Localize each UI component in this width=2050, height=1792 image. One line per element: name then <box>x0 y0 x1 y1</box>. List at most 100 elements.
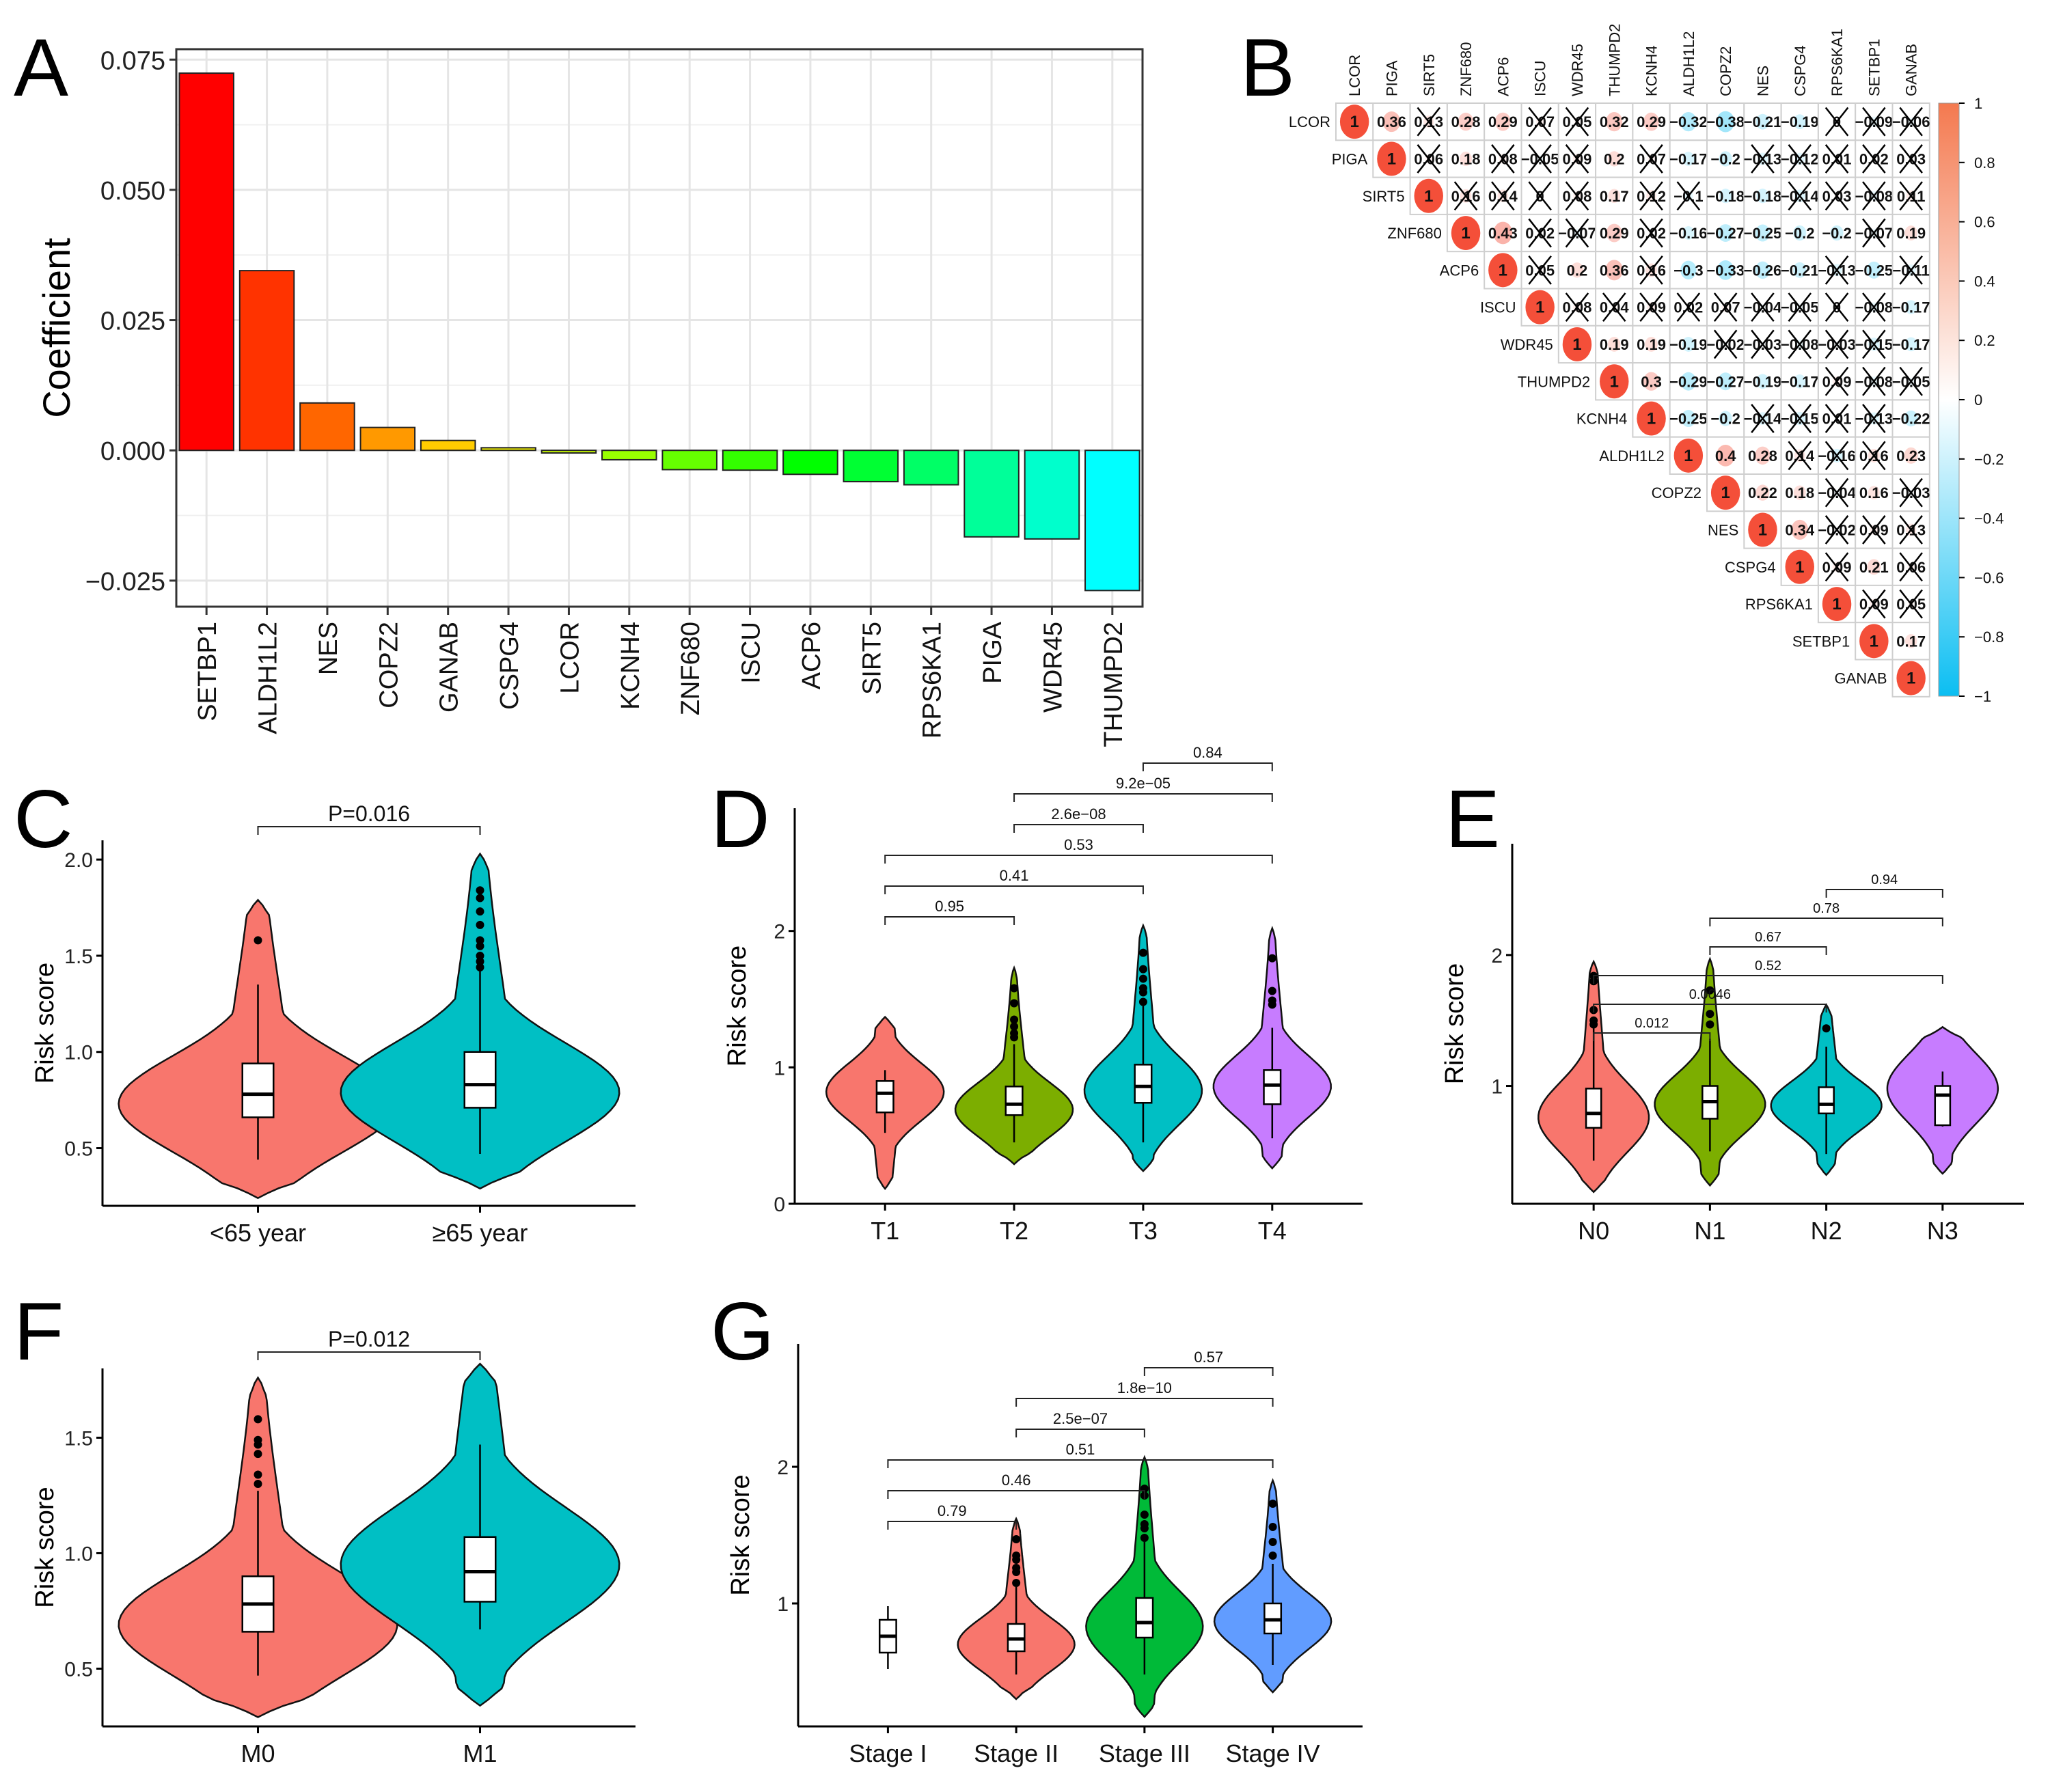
correlation-value: −0.3 <box>1673 262 1703 279</box>
correlation-circle <box>1608 189 1621 204</box>
comparison-bracket <box>257 826 481 835</box>
correlation-circle <box>1718 372 1734 391</box>
row-label: PIGA <box>1332 150 1368 167</box>
row-label: ACP6 <box>1440 262 1479 279</box>
correlation-circle <box>1755 446 1771 465</box>
correlation-value: 1 <box>1610 372 1619 391</box>
correlation-value: −0.2 <box>1710 411 1740 428</box>
correlation-value: −0.17 <box>1669 150 1708 167</box>
correlation-circle <box>1719 151 1732 167</box>
correlation-value: −0.19 <box>1781 113 1819 130</box>
y-axis-title: Risk score <box>723 946 752 1066</box>
comparison-bracket <box>1709 918 1943 926</box>
correlation-circle <box>1755 484 1770 501</box>
non-significant-cross <box>1862 589 1886 619</box>
correlation-value: −0.19 <box>1669 336 1708 353</box>
colorbar-tick-label: 0.2 <box>1974 332 1995 349</box>
correlation-circle <box>1793 374 1806 389</box>
correlation-circle <box>1719 189 1732 204</box>
x-tick-label: Stage III <box>1099 1739 1190 1767</box>
outlier-point <box>1140 1520 1149 1528</box>
outlier-point <box>1012 1579 1021 1587</box>
comparison-bracket <box>1013 793 1273 802</box>
x-tick-label: ISCU <box>737 622 766 684</box>
correlation-value: −0.18 <box>1744 188 1782 205</box>
bar-znf680 <box>661 450 718 471</box>
correlation-circle <box>1896 661 1926 695</box>
outlier-point <box>1706 1010 1714 1019</box>
correlation-circle <box>1570 262 1584 278</box>
bar-iscu <box>722 450 778 471</box>
x-tick-label: M0 <box>241 1739 275 1767</box>
outlier-point <box>1268 1523 1277 1531</box>
correlation-value: −0.21 <box>1781 262 1819 279</box>
correlation-circle <box>1791 519 1809 540</box>
panel-label-e: E <box>1445 773 1500 865</box>
non-significant-cross <box>1899 144 1923 174</box>
x-tick-label: Stage IV <box>1226 1739 1320 1767</box>
correlation-circle <box>1717 260 1734 280</box>
comparison-bracket <box>884 885 1144 894</box>
outlier-point <box>1012 1535 1021 1543</box>
comparison-p-value: P=0.012 <box>328 1327 410 1351</box>
colorbar-tick-label: 1 <box>1974 95 1982 112</box>
outlier-point <box>476 920 484 929</box>
non-significant-cross <box>1565 181 1589 211</box>
correlation-value: 0.29 <box>1488 113 1518 130</box>
outlier-point <box>1706 1020 1714 1029</box>
column-label: KCNH4 <box>1643 45 1660 96</box>
box <box>1135 1597 1154 1639</box>
non-significant-cross <box>1862 515 1886 545</box>
comparison-p-value: 1.8e−10 <box>1117 1379 1172 1396</box>
x-tick-label: T4 <box>1258 1217 1287 1245</box>
colorbar <box>1938 102 1960 697</box>
bar-aldh1l2 <box>238 270 295 452</box>
correlation-circle <box>1680 260 1697 280</box>
x-tick-label: WDR45 <box>1039 622 1067 713</box>
non-significant-cross <box>1899 478 1923 508</box>
correlation-value: 1 <box>1721 484 1730 502</box>
y-tick-label: 1.0 <box>64 1042 93 1064</box>
correlation-value: −0.21 <box>1744 113 1782 130</box>
correlation-value: 0.19 <box>1600 336 1629 353</box>
correlation-circle <box>1637 401 1666 436</box>
row-label: WDR45 <box>1501 336 1553 353</box>
panel-label-d: D <box>711 773 770 865</box>
correlation-value: 1 <box>1758 521 1767 539</box>
comparison-p-value: 0.51 <box>1066 1441 1095 1458</box>
comparison-p-value: 0.012 <box>1635 1016 1669 1031</box>
correlation-value: 0.22 <box>1748 484 1777 501</box>
correlation-circle <box>1377 141 1406 176</box>
correlation-circle <box>1793 225 1807 241</box>
outlier-point <box>1268 996 1276 1005</box>
non-significant-cross <box>1824 404 1849 433</box>
correlation-circle <box>1681 410 1696 428</box>
bar-thumpd2 <box>1084 450 1140 592</box>
correlation-value: 1 <box>1499 261 1507 279</box>
column-label: ISCU <box>1532 60 1549 96</box>
outlier-point <box>254 1435 262 1444</box>
non-significant-cross <box>1491 181 1515 211</box>
x-tick-label: Stage I <box>849 1739 927 1767</box>
column-label: ACP6 <box>1494 57 1512 96</box>
box <box>1134 1064 1153 1104</box>
matrix-cell <box>1780 251 1819 290</box>
y-tick-label: −0.025 <box>85 568 165 596</box>
panel-b-correlation-matrix: LCORLCOR10.360.130.280.290.070.050.320.2… <box>1289 24 2004 705</box>
bar-kcnh4 <box>601 450 657 460</box>
comparison-bracket <box>1143 1367 1274 1376</box>
box <box>463 1536 497 1603</box>
correlation-circle <box>1830 225 1844 241</box>
correlation-value: 0.36 <box>1377 113 1406 130</box>
outlier-point <box>254 1415 262 1424</box>
panel-label-c: C <box>14 773 73 865</box>
correlation-value: 1 <box>1795 558 1804 577</box>
column-label: ALDH1L2 <box>1680 31 1697 96</box>
colorbar-tick-label: −0.6 <box>1974 569 2004 586</box>
correlation-circle <box>1673 438 1704 473</box>
comparison-p-value: 0.57 <box>1194 1349 1223 1366</box>
box <box>875 1080 894 1114</box>
non-significant-cross <box>1751 144 1775 174</box>
colorbar-tick-label: 0.6 <box>1974 214 1995 231</box>
y-axis-title: Risk score <box>726 1474 755 1595</box>
